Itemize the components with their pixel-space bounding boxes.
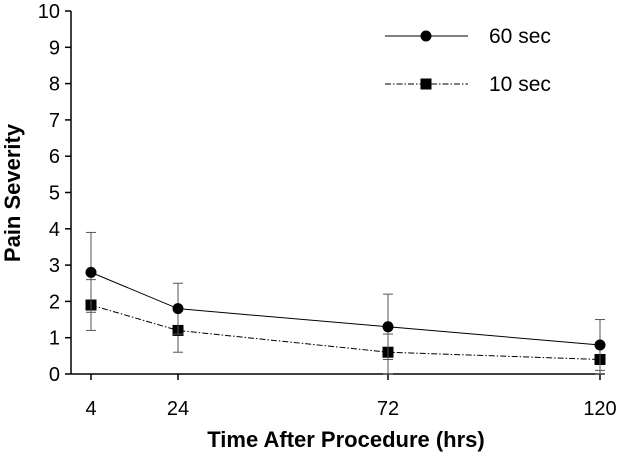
data-point <box>382 321 394 333</box>
series-60-sec <box>85 231 606 371</box>
y-tick-label: 8 <box>49 74 60 96</box>
x-tick-label: 4 <box>85 398 96 420</box>
y-tick-label: 1 <box>49 328 60 350</box>
x-tick-label: 120 <box>583 398 616 420</box>
y-tick-label: 9 <box>49 37 60 59</box>
y-tick-label: 7 <box>49 110 60 132</box>
x-axis-title: Time After Procedure (hrs) <box>207 427 485 452</box>
y-tick-label: 10 <box>38 1 60 23</box>
y-tick-label: 5 <box>49 183 60 205</box>
data-point <box>85 266 97 278</box>
x-tick-label: 24 <box>167 398 189 420</box>
x-axis: 4 24 72 120 <box>71 373 617 420</box>
y-tick-label: 2 <box>49 291 60 313</box>
legend-marker <box>420 78 432 90</box>
legend-marker <box>420 30 432 42</box>
y-axis: 0 1 2 3 4 5 6 7 8 9 10 <box>38 1 72 386</box>
legend-label: 10 sec <box>489 73 551 96</box>
legend: 60 sec 10 sec <box>385 25 551 96</box>
data-point <box>594 339 606 351</box>
y-tick-label: 0 <box>49 364 60 386</box>
series-line <box>90 304 601 360</box>
x-tick-label: 72 <box>377 398 399 420</box>
y-tick-label: 4 <box>49 219 60 241</box>
y-tick-label: 6 <box>49 146 60 168</box>
y-axis-title: Pain Severity <box>0 123 25 262</box>
y-tick-label: 3 <box>49 255 60 277</box>
data-point <box>172 303 184 315</box>
series-10-sec <box>85 279 606 375</box>
series-layer <box>85 231 606 375</box>
series-line <box>90 271 601 346</box>
legend-label: 60 sec <box>489 25 551 48</box>
